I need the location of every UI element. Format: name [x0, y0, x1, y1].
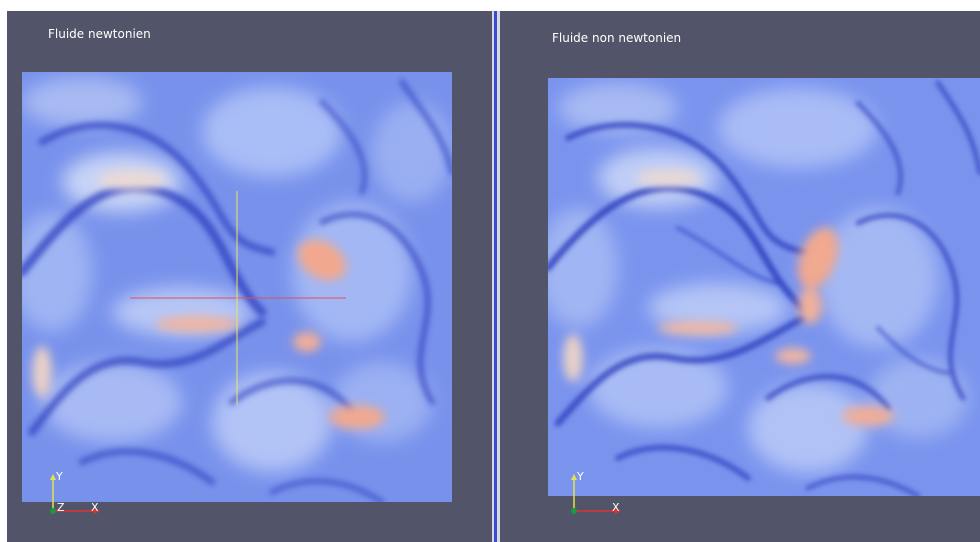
z-axis-marker-icon	[50, 508, 56, 514]
render-view-right[interactable]: Fluide non newtonien	[500, 11, 980, 542]
orientation-axes: Y Z X	[50, 470, 100, 514]
vorticity-field-plot[interactable]	[22, 72, 452, 502]
view-splitter[interactable]	[492, 11, 500, 542]
axis-y-label: Y	[576, 470, 584, 483]
render-view-left[interactable]: Fluide newtonien	[7, 11, 492, 542]
x-axis-arrow-icon	[94, 508, 100, 514]
axis-x-label: X	[612, 501, 620, 514]
orientation-axes: Y X	[571, 470, 621, 514]
active-view-indicator	[494, 11, 497, 542]
z-axis-marker-icon	[571, 508, 577, 514]
x-axis-arrow-icon	[615, 508, 621, 514]
axis-y-label: Y	[55, 470, 63, 483]
view-title: Fluide newtonien	[48, 27, 151, 41]
axis-z-label: Z	[57, 501, 65, 514]
y-axis-arrow-icon	[50, 474, 56, 480]
axis-x-label: X	[91, 501, 99, 514]
y-axis-arrow-icon	[571, 474, 577, 480]
view-title: Fluide non newtonien	[552, 31, 682, 45]
vorticity-field-plot[interactable]	[548, 78, 980, 496]
